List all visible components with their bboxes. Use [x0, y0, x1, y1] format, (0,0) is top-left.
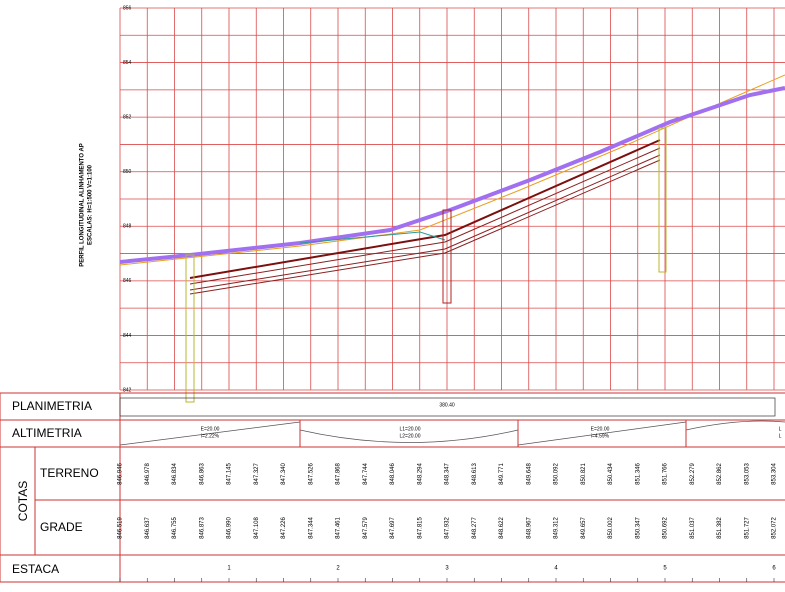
elevation-label: 842: [123, 387, 132, 393]
cota-value: 846.755: [172, 517, 178, 539]
pillar: [185, 254, 195, 403]
estaca-label: 5: [663, 566, 667, 572]
planimetria-text: 380.40: [439, 402, 455, 408]
estaca-label: 1: [227, 566, 231, 572]
cota-value: 851.727: [744, 517, 750, 539]
cota-value: 848.622: [499, 517, 505, 539]
grade-offset: [189, 154, 661, 291]
elevation-label: 846: [123, 278, 132, 284]
cota-value: 846.637: [145, 517, 151, 539]
cota-value: 847.344: [308, 517, 314, 539]
altimetria-text: E=20.00: [201, 426, 220, 432]
cota-value: 849.657: [581, 517, 587, 539]
altimetria-text: L2=20.00: [400, 433, 421, 439]
cota-value: 852.072: [772, 517, 778, 539]
cota-value: 847.697: [390, 517, 396, 539]
cota-value: 847.932: [445, 517, 451, 539]
grid: 856 854 852 850 848 846 844 842: [119, 5, 785, 393]
cota-value: 848.046: [390, 463, 396, 485]
cota-value: 846.990: [227, 517, 233, 539]
teal-line: [299, 231, 446, 244]
cota-value: 846.863: [199, 463, 205, 485]
cota-value: 846.873: [199, 517, 205, 539]
cota-value: 850.347: [635, 517, 641, 539]
altimetria-text: E=20.00: [591, 426, 610, 432]
cota-value: 846.834: [172, 463, 178, 485]
grade-line: [189, 139, 661, 279]
table: PLANIMETRIA 380.40 ALTIMETRIA COTAS TERR…: [0, 392, 785, 583]
cota-value: 851.346: [635, 463, 641, 485]
terrain-line: [119, 86, 785, 264]
row-label: TERRENO: [40, 466, 99, 480]
cota-value: 850.092: [554, 463, 560, 485]
cota-value: 847.145: [227, 463, 233, 485]
row-label: ALTIMETRIA: [12, 426, 82, 440]
altimetria-text: i=4.59%: [591, 433, 610, 439]
cota-value: 847.340: [281, 463, 287, 485]
cota-value: 847.868: [336, 463, 342, 485]
cota-value: 848.967: [526, 517, 532, 539]
elevation-label: 850: [123, 169, 132, 175]
estaca-label: 3: [445, 566, 449, 572]
elevation-label: 856: [123, 5, 132, 11]
cota-value: 846.519: [118, 517, 124, 539]
cota-value: 849.771: [499, 463, 505, 485]
estaca-label: 2: [336, 566, 340, 572]
elevation-label: 854: [123, 60, 132, 66]
cota-value: 849.648: [526, 463, 532, 485]
cota-value: 848.294: [417, 463, 423, 485]
row-label: PLANIMETRIA: [12, 399, 92, 413]
cota-value: 852.862: [717, 463, 723, 485]
elevation-label: 852: [123, 114, 132, 120]
altimetria-text: L: [779, 433, 782, 439]
side-title: PERFIL LONGITUDINAL ALINHAMENTO AP: [80, 143, 86, 267]
altimetria-text: L: [779, 426, 782, 432]
orange-line: [119, 74, 785, 266]
cota-value: 852.279: [690, 463, 696, 485]
cota-value: 846.978: [145, 463, 151, 485]
pillar: [442, 209, 452, 304]
side-title: ESCALAS: H=1:500 V=1:100: [88, 164, 94, 245]
cota-value: 850.821: [581, 463, 587, 485]
cota-value: 853.053: [744, 463, 750, 485]
pillar: [658, 127, 667, 273]
cota-value: 849.312: [554, 517, 560, 539]
cota-value: 851.766: [663, 463, 669, 485]
elevation-label: 844: [123, 333, 132, 339]
grade-offset: [189, 159, 661, 295]
elevation-label: 848: [123, 224, 132, 230]
cota-value: 851.382: [717, 517, 723, 539]
cota-value: 851.037: [690, 517, 696, 539]
altimetria-text: L1=20.00: [400, 426, 421, 432]
cota-value: 847.108: [254, 517, 260, 539]
cota-value: 850.692: [663, 517, 669, 539]
cota-value: 848.277: [472, 517, 478, 539]
row-label: ESTACA: [12, 562, 59, 576]
row-label: COTAS: [16, 481, 30, 521]
cota-value: 848.613: [472, 463, 478, 485]
cota-value: 847.744: [363, 463, 369, 485]
cota-value: 847.815: [417, 517, 423, 539]
estaca-label: 6: [772, 566, 776, 572]
cota-value: 850.434: [608, 463, 614, 485]
cota-value: 853.304: [772, 463, 778, 485]
cota-value: 847.579: [363, 517, 369, 539]
row-label: GRADE: [40, 520, 83, 534]
cota-value: 848.347: [445, 463, 451, 485]
cota-value: 846.946: [118, 463, 124, 485]
cota-value: 847.461: [336, 517, 342, 539]
altimetria-text: i=2.22%: [201, 433, 220, 439]
cota-value: 847.327: [254, 463, 260, 485]
estaca-label: 4: [554, 566, 558, 572]
grade-offset: [189, 147, 661, 285]
cota-value: 850.002: [608, 517, 614, 539]
cota-value: 847.226: [281, 517, 287, 539]
cota-value: 847.526: [308, 463, 314, 485]
